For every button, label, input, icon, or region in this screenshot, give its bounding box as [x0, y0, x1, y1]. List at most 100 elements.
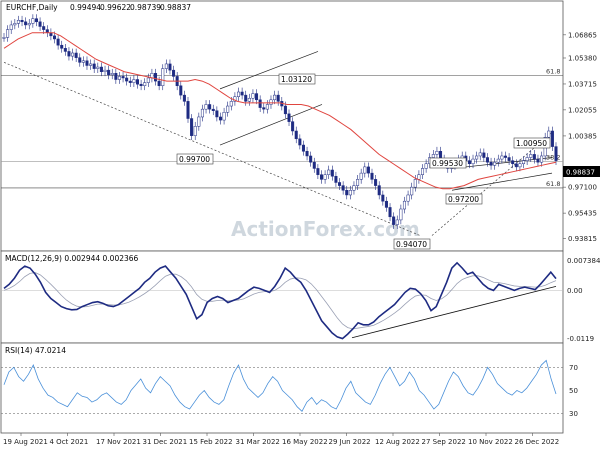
candle-body [435, 151, 439, 155]
candle-body [319, 174, 324, 180]
candle-body [27, 23, 31, 26]
last-price-tag [563, 166, 600, 177]
candle-body [323, 174, 327, 180]
macd-y-tick-label: 0.007384 [567, 257, 600, 265]
candle-body [334, 175, 338, 183]
candle-body [92, 63, 96, 69]
candle-body [471, 158, 475, 165]
candle-body [338, 182, 342, 186]
price-y-tick-label: 1.06865 [568, 31, 597, 39]
candle-body [269, 99, 273, 105]
candle-body [496, 158, 500, 163]
channel-lower [219, 104, 323, 146]
candle-body [193, 126, 197, 136]
price-y-tick-label: 1.05380 [568, 54, 597, 62]
candle-body [283, 105, 287, 115]
candle-body [529, 154, 533, 158]
candle-body [478, 152, 482, 157]
price-panel-frame [0, 0, 564, 252]
candle-body [218, 116, 222, 121]
candle-body [384, 200, 388, 208]
x-tick-label: 12 Aug 2022 [375, 438, 420, 446]
price-title: EURCHF,Daily [6, 3, 58, 12]
candle-body [200, 108, 204, 118]
candle-body [399, 208, 403, 221]
candle-body [143, 82, 147, 87]
candle-body [34, 18, 38, 23]
x-tick-label: 29 Jun 2022 [329, 438, 371, 446]
candle-body [518, 163, 522, 168]
x-tick-label: 31 Dec 2021 [143, 438, 188, 446]
macd-series-signal [3, 272, 557, 330]
x-tick-label: 4 Oct 2021 [50, 438, 89, 446]
candle-body [226, 105, 230, 113]
candle-body [63, 48, 67, 52]
candle-body [139, 83, 143, 87]
macd-panel-frame [0, 250, 564, 344]
candle-body [525, 157, 529, 161]
fib-label: 61.8 [546, 180, 560, 188]
candle-body [107, 69, 111, 76]
candle-body [222, 112, 226, 121]
candle-body [467, 160, 471, 165]
channel-upper [219, 51, 319, 90]
candle-body [370, 172, 374, 180]
rsi-line [3, 359, 557, 412]
watermark-text: ActionForex.com [231, 217, 420, 241]
candle-body [251, 93, 255, 99]
candle-body [146, 77, 150, 83]
candle-body [60, 44, 64, 49]
candle-body [114, 73, 118, 80]
candle-body [71, 52, 75, 57]
candle-body [6, 29, 10, 38]
candle-body [154, 73, 158, 82]
candle-body [255, 93, 259, 101]
x-tick-label: 26 Dec 2022 [515, 438, 560, 446]
price-y-tick-label: 1.00385 [568, 132, 597, 140]
candle-body [554, 146, 558, 161]
candle-body [24, 21, 28, 26]
ohlc-low: 0.98739 [130, 3, 161, 12]
macd-title: MACD(12,26,9) 0.002944 0.002366 [5, 254, 139, 263]
price-y-tick-label: 0.95435 [568, 210, 597, 218]
candle-body [96, 66, 100, 69]
price-annotation-box [176, 153, 214, 165]
x-tick-label: 19 Aug 2021 [3, 438, 48, 446]
macd-y-tick-label: 0.00 [567, 287, 583, 295]
candle-body [182, 94, 186, 102]
x-tick-label: 17 Nov 2021 [96, 438, 141, 446]
candle-body [78, 57, 82, 63]
candle-body [291, 121, 295, 132]
x-tick-label: 31 Mar 2022 [236, 438, 280, 446]
fib-label: 61.8 [546, 68, 560, 76]
price-y-tick-label: 0.93815 [568, 235, 597, 243]
candle-body [208, 104, 212, 110]
candle-body [312, 161, 316, 169]
candle-body [388, 207, 392, 218]
candle-body [327, 169, 331, 175]
candle-body [74, 52, 78, 58]
candle-body [514, 163, 518, 168]
candle-body [287, 113, 291, 122]
x-tick-label: 15 Feb 2022 [189, 438, 233, 446]
candle-body [356, 179, 360, 186]
candle-body [81, 60, 85, 63]
price-annotation-label: 0.99530 [432, 159, 463, 168]
price-annotation-box [429, 157, 467, 169]
candle-body [392, 216, 396, 225]
candle-body [38, 21, 42, 27]
price-y-tick-label: 0.97100 [568, 184, 597, 192]
price-annotation-box [513, 137, 551, 149]
candle-body [110, 73, 114, 76]
ohlc-high: 0.99622 [100, 3, 131, 12]
candle-body [229, 101, 233, 107]
candle-body [352, 185, 356, 191]
candle-body [301, 144, 305, 152]
candle-body [431, 154, 435, 158]
candle-body [500, 155, 504, 160]
candle-body [507, 157, 511, 161]
candle-body [42, 26, 46, 30]
candle-body [13, 23, 17, 26]
candle-body [503, 155, 508, 158]
candle-body [233, 96, 237, 102]
